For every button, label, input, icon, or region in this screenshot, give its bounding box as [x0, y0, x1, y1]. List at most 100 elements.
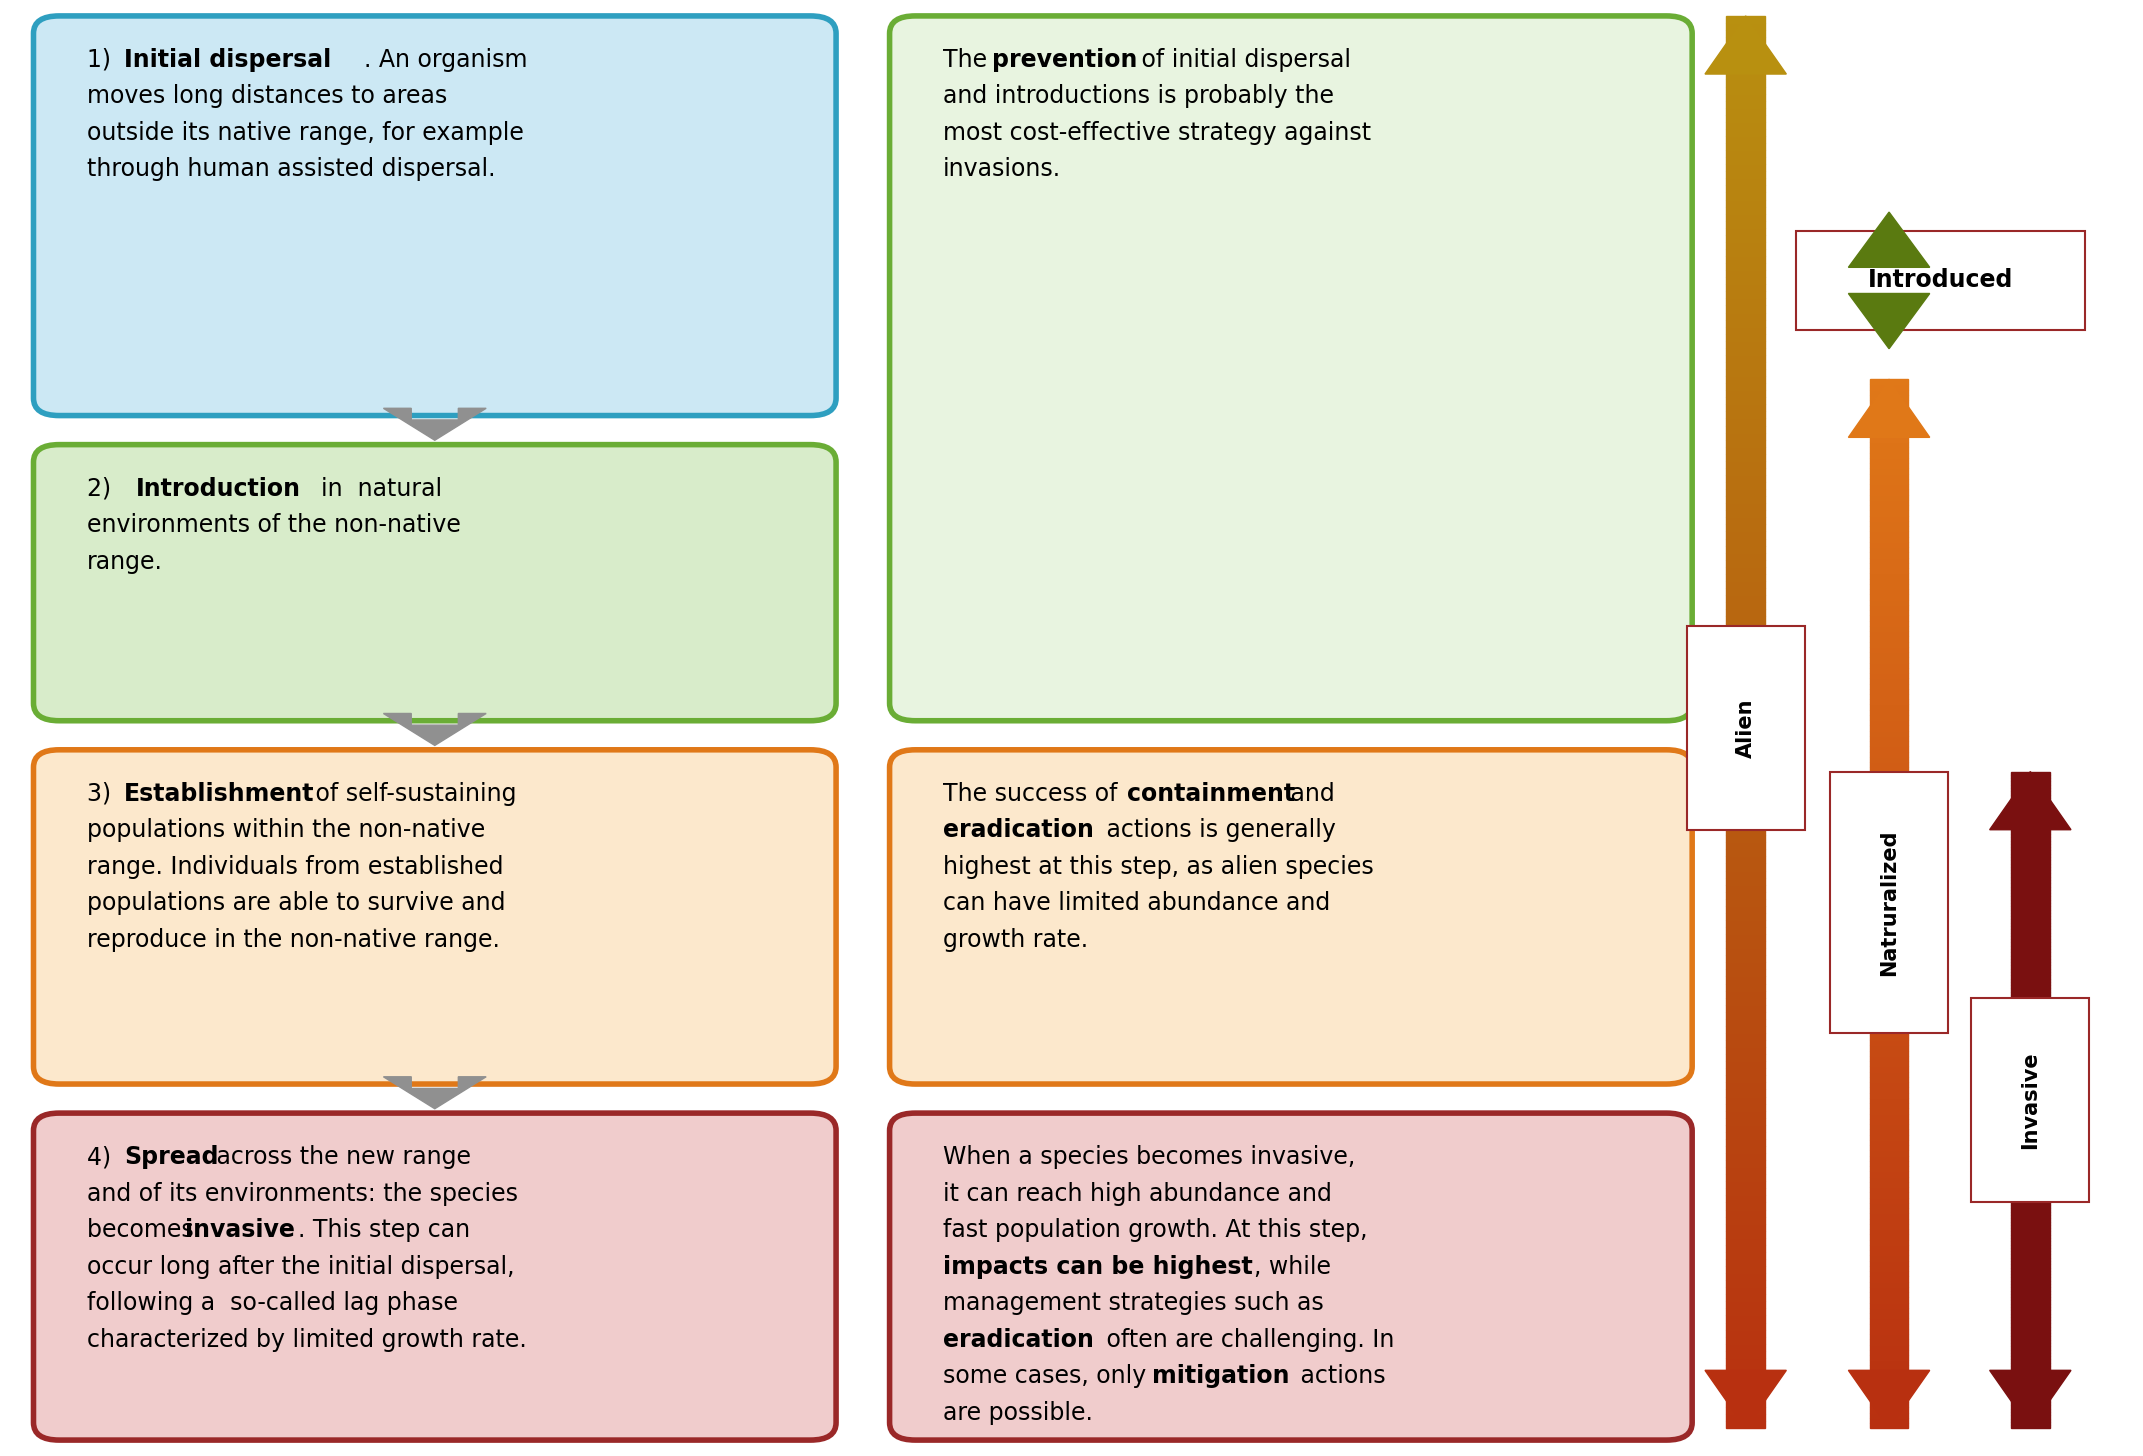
- Text: prevention: prevention: [992, 48, 1138, 71]
- Polygon shape: [1871, 1318, 1907, 1324]
- Polygon shape: [1727, 165, 1766, 172]
- Polygon shape: [1871, 469, 1907, 473]
- Polygon shape: [1871, 463, 1907, 469]
- Polygon shape: [2010, 1277, 2049, 1281]
- Polygon shape: [1727, 871, 1766, 878]
- Polygon shape: [2010, 1255, 2049, 1258]
- Polygon shape: [1871, 1408, 1907, 1412]
- Polygon shape: [1871, 584, 1907, 590]
- Polygon shape: [1727, 1089, 1766, 1096]
- Polygon shape: [1727, 462, 1766, 467]
- Polygon shape: [2010, 936, 2049, 939]
- Text: actions is generally: actions is generally: [1099, 818, 1335, 843]
- Polygon shape: [2010, 791, 2049, 795]
- Polygon shape: [1727, 185, 1766, 192]
- Polygon shape: [1871, 405, 1907, 411]
- FancyBboxPatch shape: [1687, 626, 1804, 830]
- Polygon shape: [1871, 437, 1907, 443]
- Polygon shape: [1871, 1366, 1907, 1370]
- Polygon shape: [1871, 662, 1907, 668]
- Polygon shape: [1727, 221, 1766, 227]
- Polygon shape: [1871, 1229, 1907, 1235]
- Polygon shape: [1727, 1245, 1766, 1252]
- FancyBboxPatch shape: [34, 750, 836, 1085]
- Polygon shape: [2010, 1057, 2049, 1060]
- Polygon shape: [1727, 341, 1766, 348]
- Polygon shape: [2010, 1290, 2049, 1294]
- Polygon shape: [2010, 942, 2049, 945]
- Polygon shape: [1871, 909, 1907, 914]
- Polygon shape: [1727, 489, 1766, 496]
- Polygon shape: [1727, 779, 1766, 786]
- Polygon shape: [1871, 815, 1907, 820]
- Polygon shape: [1727, 1047, 1766, 1054]
- Polygon shape: [1871, 951, 1907, 957]
- Polygon shape: [2010, 1224, 2049, 1227]
- Polygon shape: [2010, 1268, 2049, 1271]
- Polygon shape: [1727, 786, 1766, 794]
- Polygon shape: [1871, 1156, 1907, 1160]
- Polygon shape: [1871, 888, 1907, 894]
- Polygon shape: [2010, 874, 2049, 877]
- Polygon shape: [1871, 767, 1907, 773]
- Text: most cost-effective strategy against: most cost-effective strategy against: [943, 121, 1372, 146]
- Polygon shape: [1871, 1019, 1907, 1025]
- Polygon shape: [2010, 801, 2049, 804]
- Text: Initial dispersal: Initial dispersal: [124, 48, 330, 71]
- Polygon shape: [1727, 1096, 1766, 1104]
- Text: impacts can be highest: impacts can be highest: [943, 1255, 1254, 1278]
- Polygon shape: [2010, 1274, 2049, 1277]
- Text: of self-sustaining: of self-sustaining: [309, 782, 516, 805]
- Polygon shape: [1871, 574, 1907, 578]
- Polygon shape: [1871, 725, 1907, 731]
- Polygon shape: [1727, 16, 1766, 23]
- Polygon shape: [2010, 1073, 2049, 1077]
- Polygon shape: [1727, 405, 1766, 412]
- Polygon shape: [1871, 1324, 1907, 1329]
- Text: Invasive: Invasive: [2021, 1051, 2040, 1149]
- Polygon shape: [1727, 454, 1766, 462]
- Polygon shape: [1871, 479, 1907, 485]
- Polygon shape: [1871, 993, 1907, 999]
- Polygon shape: [2010, 1356, 2049, 1360]
- Polygon shape: [1871, 683, 1907, 689]
- Polygon shape: [1871, 1297, 1907, 1303]
- Polygon shape: [2010, 932, 2049, 936]
- Polygon shape: [1727, 135, 1766, 143]
- Polygon shape: [1727, 1329, 1766, 1337]
- Polygon shape: [1727, 291, 1766, 298]
- Polygon shape: [2010, 1238, 2049, 1242]
- Polygon shape: [1871, 511, 1907, 515]
- Polygon shape: [1871, 400, 1907, 405]
- Polygon shape: [1727, 192, 1766, 199]
- Polygon shape: [2010, 1415, 2049, 1418]
- Text: 3): 3): [88, 782, 118, 805]
- Polygon shape: [2010, 910, 2049, 913]
- Polygon shape: [1727, 1267, 1766, 1273]
- Polygon shape: [1727, 744, 1766, 750]
- Polygon shape: [1727, 1309, 1766, 1315]
- Polygon shape: [1727, 383, 1766, 390]
- Polygon shape: [2010, 1389, 2049, 1392]
- Polygon shape: [2010, 1248, 2049, 1251]
- Polygon shape: [1727, 842, 1766, 849]
- Polygon shape: [2010, 1080, 2049, 1083]
- Polygon shape: [1871, 416, 1907, 421]
- Polygon shape: [1727, 927, 1766, 935]
- Polygon shape: [1871, 521, 1907, 526]
- Polygon shape: [2010, 1034, 2049, 1038]
- Polygon shape: [1871, 1124, 1907, 1130]
- Polygon shape: [1871, 804, 1907, 810]
- Polygon shape: [2010, 1261, 2049, 1264]
- Text: through human assisted dispersal.: through human assisted dispersal.: [88, 157, 495, 182]
- Polygon shape: [1871, 925, 1907, 930]
- Polygon shape: [1727, 242, 1766, 249]
- Polygon shape: [1871, 379, 1907, 384]
- Polygon shape: [2010, 1353, 2049, 1356]
- Polygon shape: [2010, 863, 2049, 866]
- Polygon shape: [1871, 590, 1907, 594]
- Polygon shape: [2010, 1425, 2049, 1428]
- Polygon shape: [2010, 1363, 2049, 1366]
- Polygon shape: [1871, 1392, 1907, 1396]
- Polygon shape: [1727, 828, 1766, 836]
